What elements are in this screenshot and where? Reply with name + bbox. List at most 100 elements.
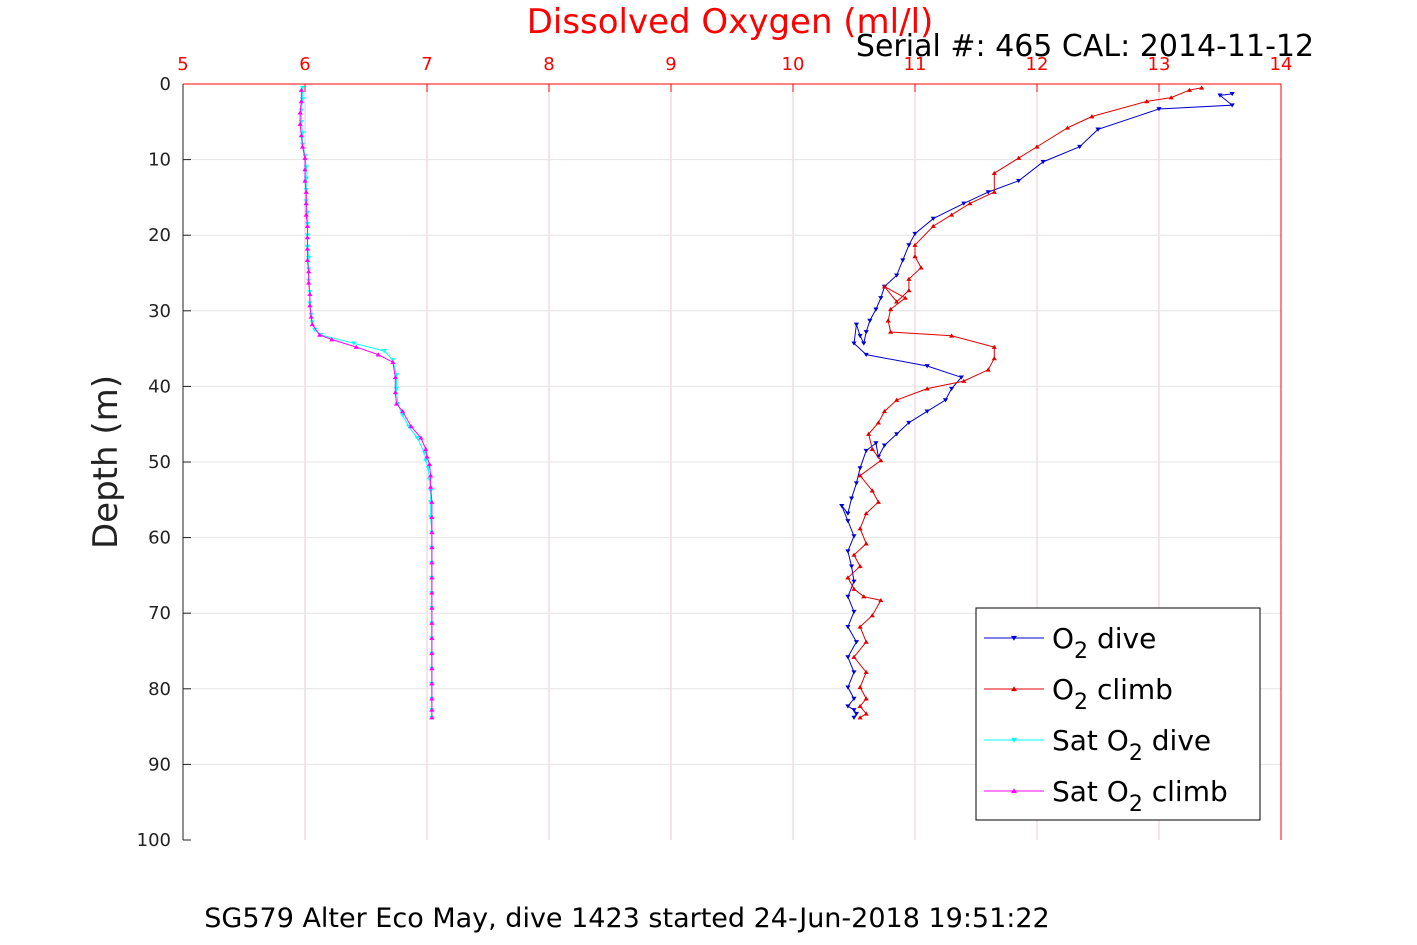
data-point [863,541,869,546]
data-point [857,473,863,478]
data-point [869,488,875,493]
data-point [304,223,311,228]
data-point [309,322,315,327]
y-tick-label: 10 [148,150,171,171]
data-point [429,635,435,640]
data-point [390,359,396,365]
data-point [906,288,912,293]
y-tick-label: 60 [148,528,171,549]
data-point [851,534,857,539]
data-point [863,711,869,716]
data-point [429,605,435,610]
data-point [861,594,867,599]
x-tick-label: 13 [1148,54,1171,75]
data-point [857,715,863,720]
data-point [894,273,900,278]
data-point [961,378,967,383]
data-point [845,624,851,630]
data-point [308,314,314,319]
y-tick-label: 90 [148,754,171,775]
data-point [845,511,851,516]
legend-label: O2 dive [1052,622,1156,664]
data-point [298,87,304,92]
data-point [885,318,891,323]
data-point [1229,103,1235,108]
data-point [429,499,435,504]
data-point [851,579,857,584]
x-tick-label: 6 [299,54,310,75]
series-o2-climb [845,85,1205,720]
data-point [924,386,930,391]
data-point [851,654,857,659]
data-point [906,243,912,248]
chart-title: Dissolved Oxygen (ml/l) [527,2,934,42]
data-point [1144,99,1150,104]
data-point [298,99,304,104]
series-line [299,90,433,718]
data-point [304,246,311,251]
data-point [949,333,955,338]
data-point [857,563,863,569]
x-tick-label: 10 [782,54,805,75]
data-point [1089,114,1095,119]
y-tick-label: 100 [137,830,171,851]
chart-footer: SG579 Alter Eco May, dive 1423 started 2… [204,903,1049,934]
data-point [851,696,857,701]
data-point [306,269,312,274]
data-point [861,341,867,346]
series-o2-dive [839,92,1235,720]
x-tick-label: 9 [665,54,676,75]
data-point [304,235,311,240]
data-point [961,201,967,206]
data-point [912,231,918,237]
data-point [851,715,857,720]
data-point [429,715,435,720]
data-point [851,708,857,713]
data-point [845,685,851,690]
data-point [426,477,433,482]
data-point [429,545,435,550]
series-line [841,93,1234,718]
data-point [863,511,869,516]
data-point [1034,144,1040,149]
data-point [429,529,435,535]
y-tick-label: 50 [148,452,171,473]
data-point [857,526,863,531]
y-tick-label: 0 [160,74,171,95]
data-point [878,458,884,463]
data-point [851,552,857,557]
data-point [1186,87,1193,92]
data-point [873,441,879,446]
data-point [381,349,387,354]
legend-label: O2 climb [1052,673,1173,715]
data-point [299,85,306,91]
data-point [894,299,900,304]
data-point [863,696,869,701]
data-point [848,564,855,569]
x-tick-label: 7 [421,54,432,75]
data-point [429,696,435,701]
data-point [302,167,308,172]
data-point [428,484,434,489]
data-point [863,448,869,453]
data-point [924,409,930,414]
data-point [857,703,863,709]
data-point [312,327,318,333]
legend-marker [1011,737,1017,743]
data-point [426,461,433,467]
data-point [867,318,873,323]
data-point [869,446,875,451]
data-point [392,390,398,395]
series-sat-o2-climb [297,87,435,720]
data-point [991,344,997,349]
data-point [303,189,309,194]
legend-label: Sat O2 climb [1052,775,1228,817]
data-point [924,364,930,369]
data-point [1229,92,1235,97]
data-point [875,499,881,504]
data-point [888,329,894,334]
data-point [967,201,973,206]
axes: 5 6 7 8 9 10 11 12 13 14 0 10 20 30 40 50 60 70 80 90 100 [137,54,1293,851]
data-point [845,549,851,554]
